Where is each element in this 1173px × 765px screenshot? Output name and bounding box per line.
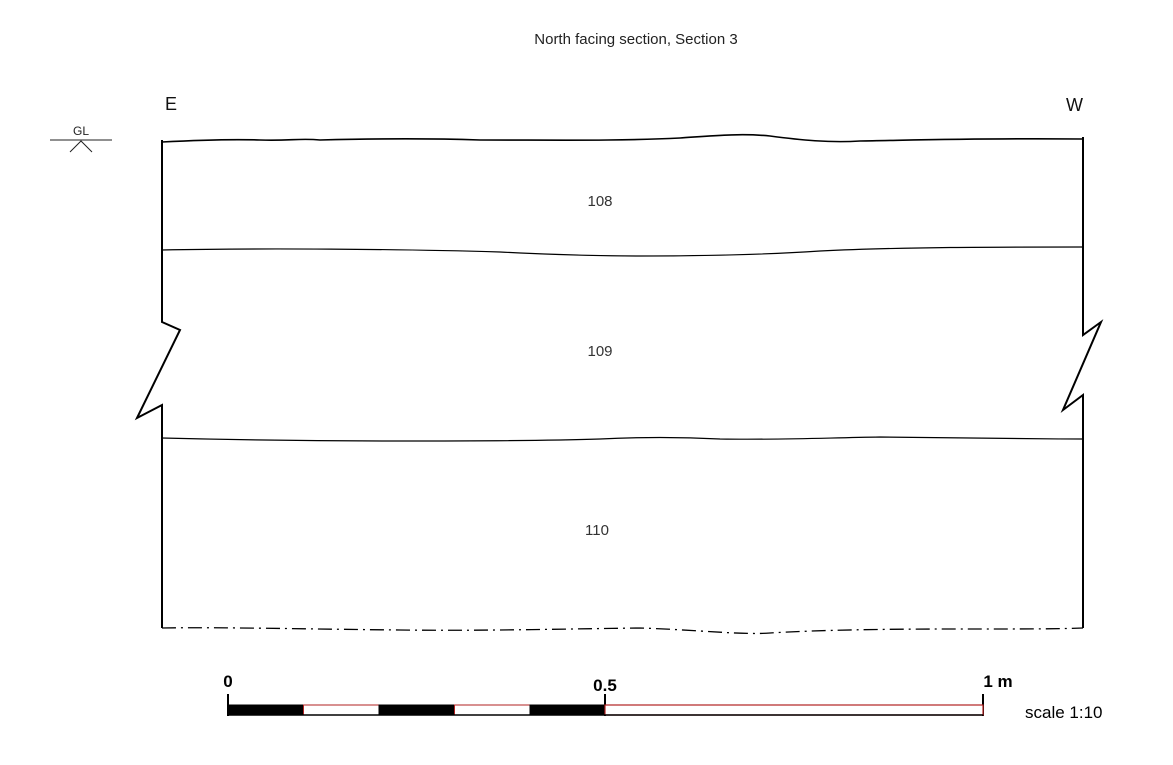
ground-surface-line [161,133,1084,143]
orientation-west-label: W [1066,95,1083,115]
limit-of-excavation-line [161,627,1084,635]
section-left-edge [134,140,182,628]
context-label-110: 110 [585,522,609,539]
scale-ratio-label: scale 1:10 [1025,703,1103,722]
scale-segment-1 [227,704,304,716]
scale-bar: 0 0.5 1 m scale 1:10 [223,672,1102,722]
scale-label-half: 0.5 [593,676,617,695]
ground-level-symbol [69,140,93,153]
scale-segment-3 [378,704,455,716]
context-boundary-108-109 [161,246,1084,257]
scale-label-0: 0 [223,672,232,691]
scale-segment-2 [303,704,380,716]
orientation-east-label: E [165,94,177,114]
context-label-109: 109 [587,343,612,360]
section-right-edge [1060,137,1104,628]
ground-level-marker: GL [50,124,112,153]
scale-segment-4 [454,704,531,716]
context-boundary-109-110 [161,436,1084,442]
scale-label-1m: 1 m [983,672,1012,691]
scale-segment-long [604,704,984,716]
ground-level-label: GL [73,124,89,138]
scale-segment-5 [529,704,606,716]
section-title: North facing section, Section 3 [534,31,737,48]
context-label-108: 108 [587,193,612,210]
